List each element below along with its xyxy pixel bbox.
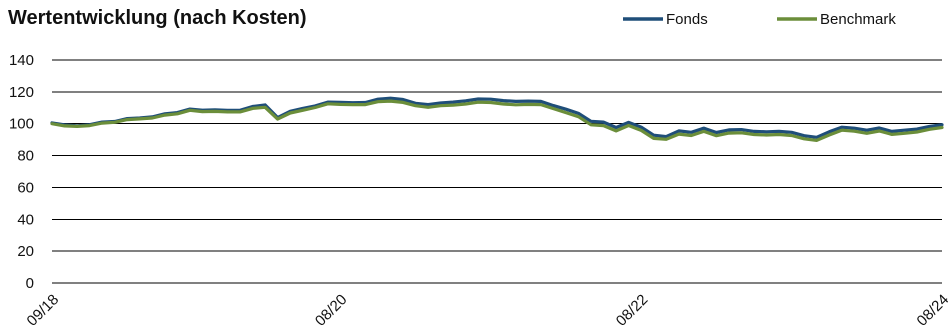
series-line-benchmark [50, 99, 944, 142]
legend-label-fonds: Fonds [666, 11, 708, 28]
x-tick-label-1: 08/20 [312, 291, 351, 330]
x-axis-ticks: 09/18 08/20 08/22 08/24 [24, 291, 948, 330]
y-tick-label-20: 20 [17, 243, 34, 260]
legend-label-benchmark: Benchmark [820, 11, 896, 28]
series-lines [50, 96, 944, 142]
y-tick-label-60: 60 [17, 179, 34, 196]
x-tick-label-0: 09/18 [24, 291, 63, 330]
y-tick-label-120: 120 [9, 84, 34, 101]
gridlines [52, 59, 942, 284]
y-tick-label-140: 140 [9, 52, 34, 69]
y-tick-label-40: 40 [17, 211, 34, 228]
y-tick-label-100: 100 [9, 116, 34, 133]
y-tick-label-80: 80 [17, 148, 34, 165]
x-tick-label-3: 08/24 [914, 291, 948, 330]
chart-title: Wertentwicklung (nach Kosten) [8, 7, 307, 29]
legend: Fonds Benchmark [623, 11, 896, 28]
x-tick-label-2: 08/22 [613, 291, 652, 330]
y-axis-ticks: 0 20 40 60 80 100 120 140 [9, 52, 34, 292]
y-tick-label-0: 0 [26, 275, 34, 292]
